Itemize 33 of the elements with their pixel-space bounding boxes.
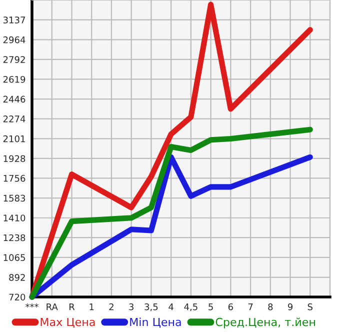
- x-tick-label: 3: [129, 303, 134, 310]
- y-tick-label: 2792: [3, 56, 25, 63]
- y-tick-label: 1065: [4, 254, 25, 261]
- x-tick-label: 4: [168, 304, 174, 310]
- legend-label: Сред.Цена, т.йен: [216, 318, 315, 328]
- y-tick-label: 1928: [4, 155, 26, 162]
- y-tick-label: 3137: [3, 16, 25, 24]
- x-tick-label: R: [69, 304, 75, 310]
- y-tick-label: 1410: [4, 214, 26, 222]
- x-tick-label: S: [308, 303, 312, 310]
- x-tick-label: RA: [46, 304, 58, 310]
- y-tick-label: 2619: [3, 76, 26, 83]
- x-tick-label: 2: [109, 303, 114, 310]
- x-tick-label: 6: [228, 303, 233, 310]
- x-tick-label: 9: [288, 303, 293, 310]
- x-tick-label: 4,5: [184, 304, 198, 312]
- x-tick-label: 3,5: [144, 303, 158, 312]
- y-tick-label: 720: [9, 294, 26, 301]
- y-tick-label: 2274: [3, 116, 26, 122]
- y-tick-label: 2446: [3, 96, 26, 103]
- y-tick-label: 1756: [4, 174, 26, 182]
- y-tick-label: 892: [9, 274, 25, 281]
- x-tick-label: ***: [26, 303, 38, 308]
- x-tick-label: 7: [248, 304, 253, 310]
- legend-label: Max Цена: [40, 318, 95, 328]
- legend-label: Min Цена: [130, 318, 181, 328]
- y-tick-label: 2964: [3, 36, 26, 44]
- y-tick-label: 1583: [4, 194, 26, 202]
- y-tick-label: 2101: [3, 135, 25, 142]
- x-tick-label: 5: [208, 304, 213, 310]
- y-tick-label: 1238: [4, 234, 26, 242]
- x-tick-label: 1: [90, 304, 94, 310]
- x-tick-label: 8: [268, 303, 273, 310]
